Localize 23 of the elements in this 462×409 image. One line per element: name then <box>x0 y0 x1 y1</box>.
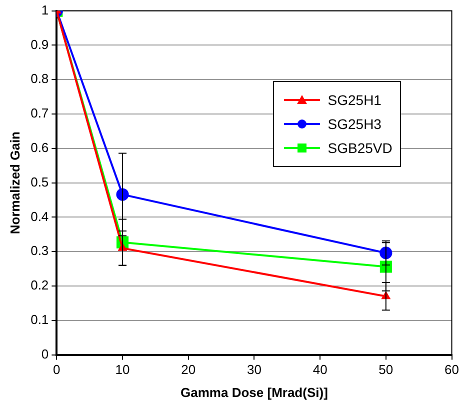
x-tick-label: 30 <box>246 362 262 378</box>
x-axis-title: Gamma Dose [Mrad(Si)] <box>180 384 328 400</box>
y-axis-title: Normalized Gain <box>7 131 22 234</box>
x-tick-label: 60 <box>444 362 460 378</box>
y-tick-label: 0.3 <box>30 243 49 258</box>
x-tick-label: 50 <box>378 362 394 378</box>
y-tick-label: 0 <box>41 346 49 362</box>
y-tick-label: 0.9 <box>30 36 49 52</box>
y-tick-label: 0.6 <box>30 140 49 155</box>
y-tick-label: 0.8 <box>30 71 49 86</box>
y-tick-label: 0.4 <box>30 208 49 224</box>
x-tick-label: 10 <box>115 362 130 378</box>
y-tick-label: 0.5 <box>30 174 49 190</box>
legend-label: SGB25VD <box>328 140 392 156</box>
y-tick-label: 0.1 <box>30 312 49 327</box>
legend-label: SG25H1 <box>328 92 382 108</box>
y-tick-label: 0.2 <box>30 278 49 293</box>
legend-label: SG25H3 <box>328 116 382 132</box>
x-tick-label: 40 <box>312 362 328 378</box>
y-tick-label: 0.7 <box>30 106 49 121</box>
y-tick-label: 1 <box>41 2 49 18</box>
x-tick-label: 0 <box>53 362 60 378</box>
x-tick-label: 20 <box>181 362 196 378</box>
